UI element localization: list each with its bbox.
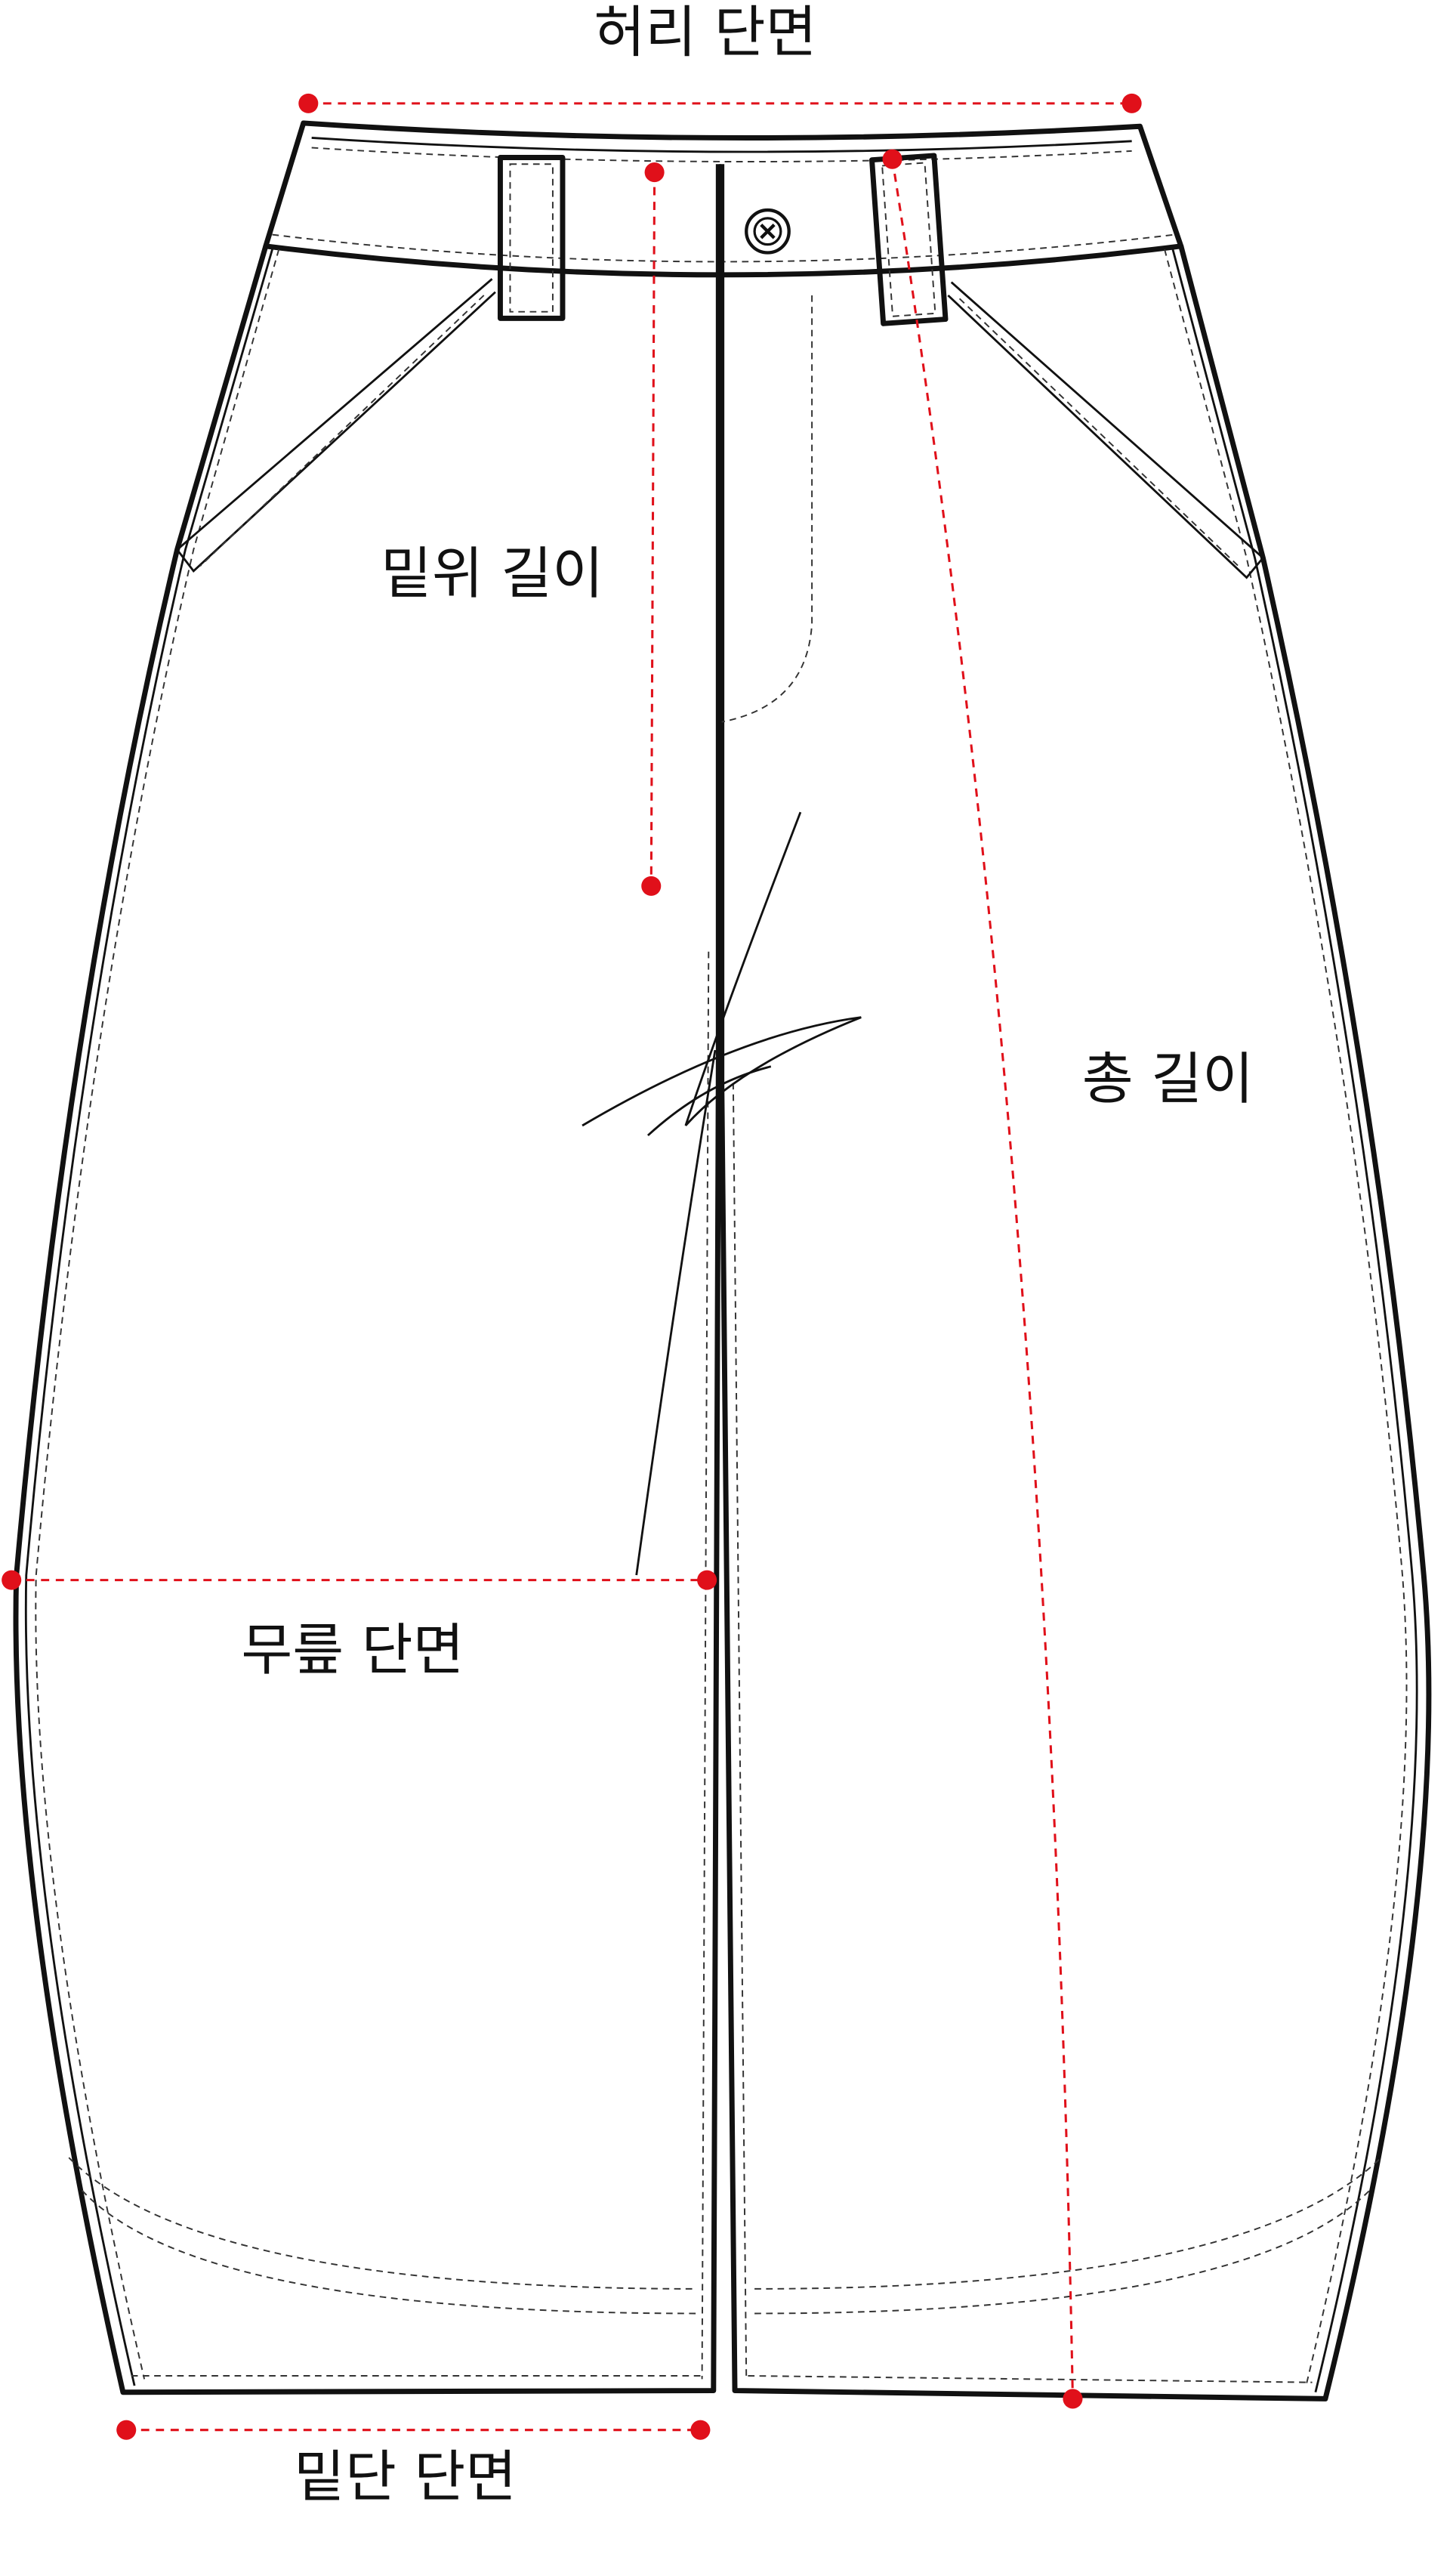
knee-label: 무릎 단면 <box>241 1617 464 1682</box>
rise-label: 밑위 길이 <box>381 542 603 607</box>
hem-label: 밑단 단면 <box>294 2445 517 2510</box>
total-length-label: 총 길이 <box>1082 1047 1254 1112</box>
pants-drawing <box>13 120 1432 2401</box>
waist-label: 허리 단면 <box>594 0 816 65</box>
measurements <box>2 93 1142 2440</box>
